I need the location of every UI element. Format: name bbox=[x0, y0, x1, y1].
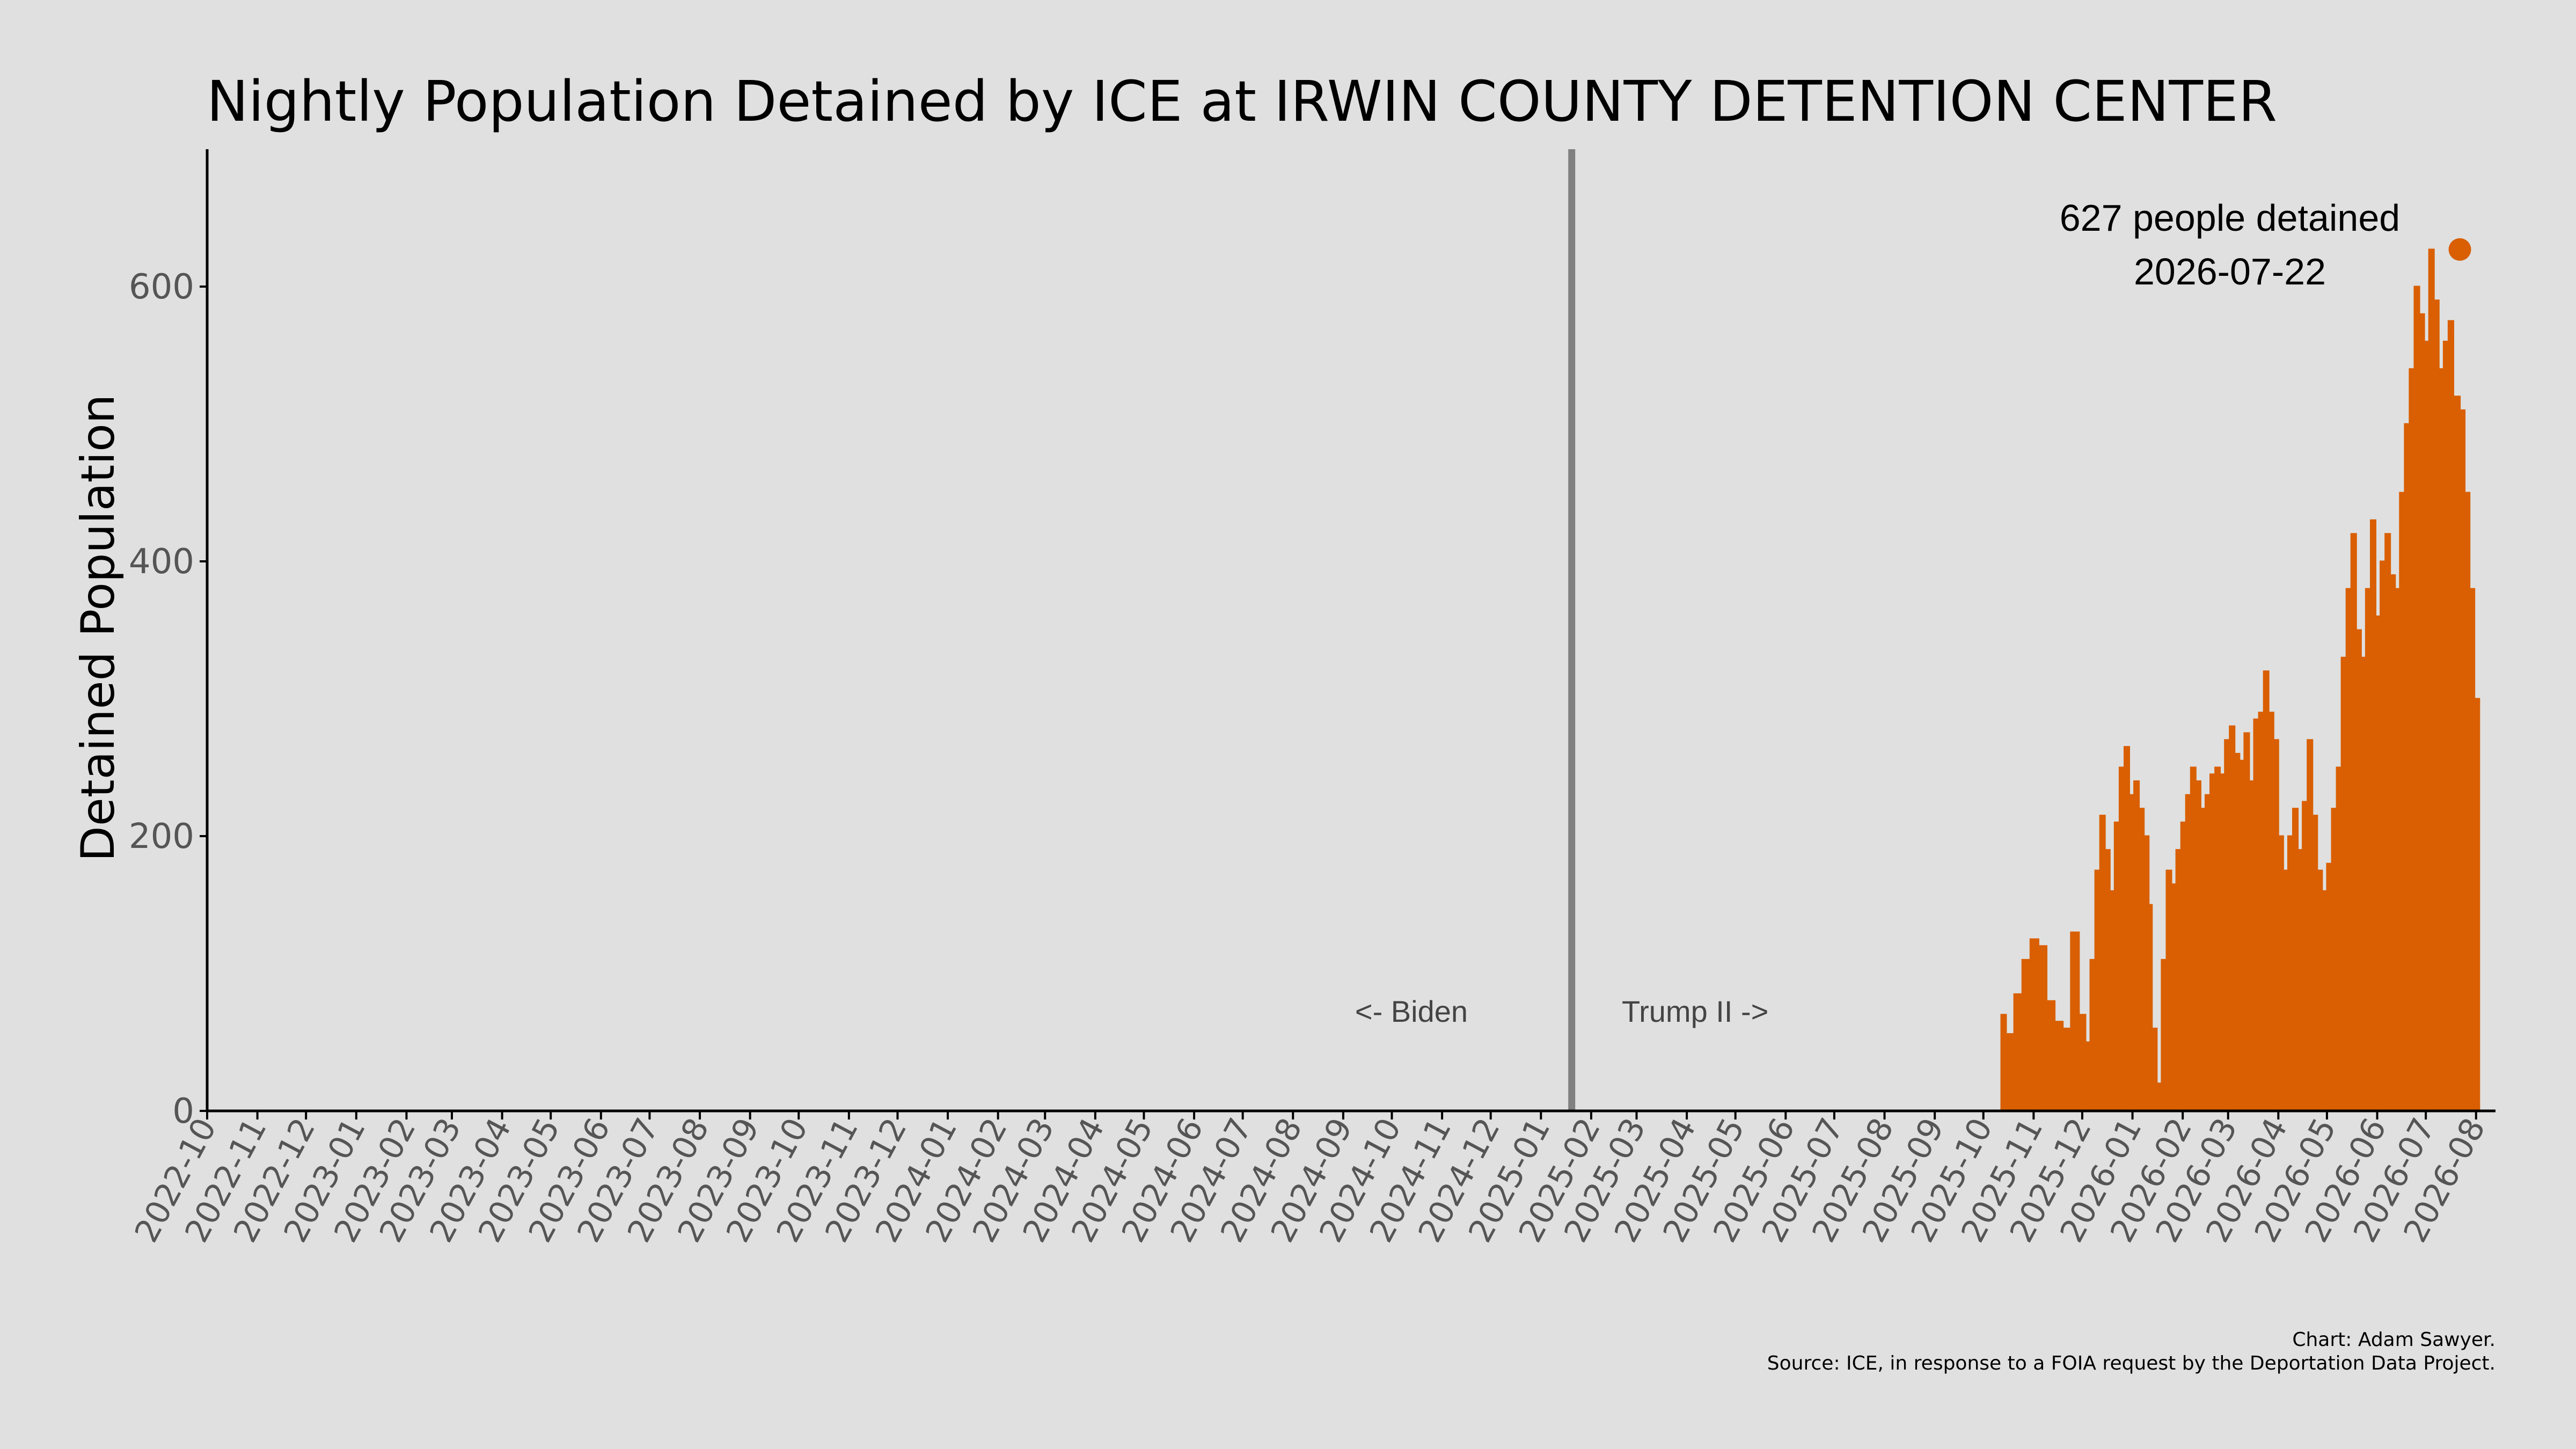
chart-credit: Chart: Adam Sawyer. bbox=[2292, 1329, 2496, 1351]
plot-area bbox=[1568, 149, 2484, 1112]
era-label-trump: Trump II -> bbox=[1622, 994, 1768, 1028]
peak-annotation-count: 627 people detained bbox=[2060, 197, 2400, 239]
chart-title: Nightly Population Detained by ICE at IR… bbox=[207, 69, 2277, 134]
peak-point bbox=[2448, 238, 2471, 261]
y-tick-label: 400 bbox=[129, 542, 194, 582]
chart-source: Source: ICE, in response to a FOIA reque… bbox=[1767, 1352, 2496, 1374]
peak-annotation-date: 2026-07-22 bbox=[2134, 251, 2326, 292]
y-tick-label: 0 bbox=[172, 1092, 194, 1131]
y-tick-label: 600 bbox=[129, 267, 194, 307]
y-axis-label: Detained Population bbox=[71, 394, 125, 862]
era-label-biden: <- Biden bbox=[1355, 994, 1468, 1028]
detained-population-area bbox=[2000, 248, 2484, 1112]
y-tick-label: 200 bbox=[129, 817, 194, 857]
